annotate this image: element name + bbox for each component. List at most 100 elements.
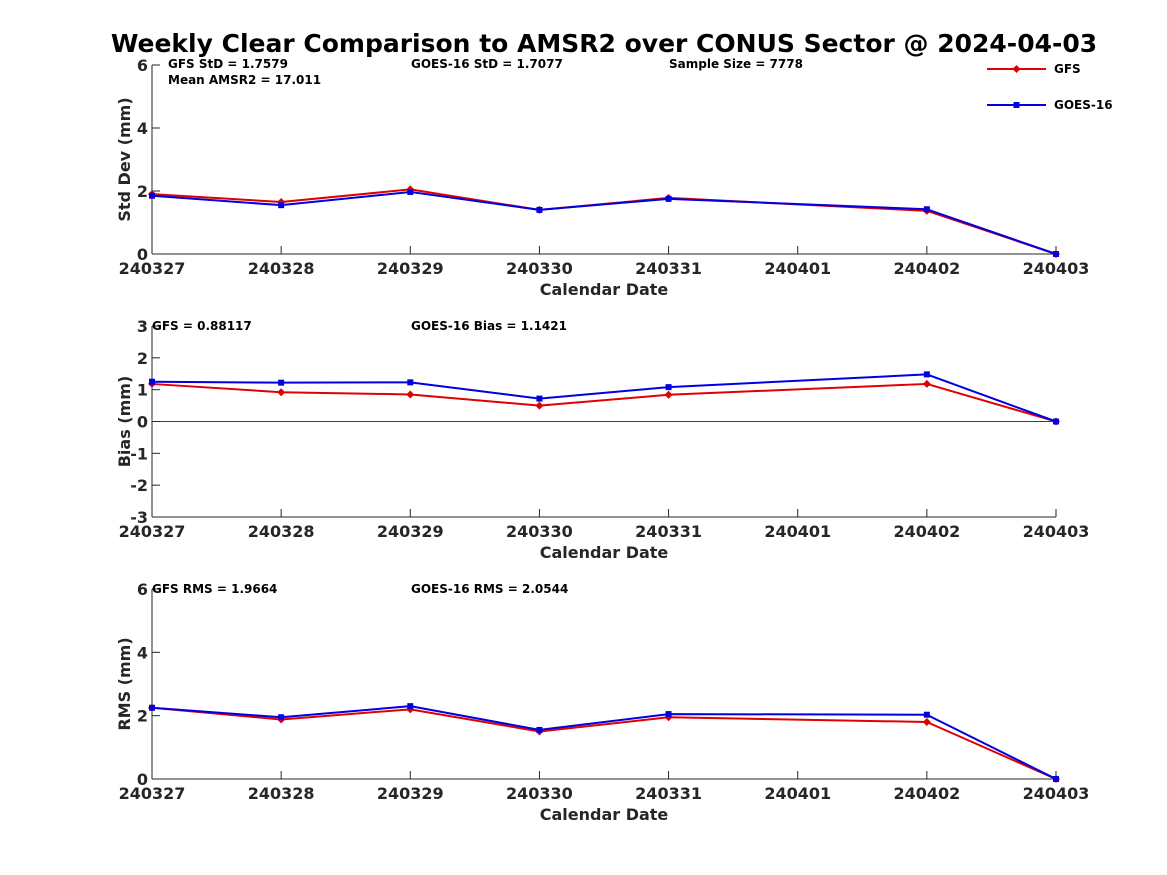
chart-title: Weekly Clear Comparison to AMSR2 over CO…: [111, 29, 1097, 58]
stat-annotation: GOES-16 StD = 1.7077: [411, 57, 563, 71]
y-tick-label: 0: [137, 245, 148, 264]
stat-annotation: Sample Size = 7778: [669, 57, 803, 71]
x-tick-label: 240401: [764, 522, 831, 541]
y-tick-label: 2: [137, 182, 148, 201]
x-tick-label: 240329: [377, 522, 444, 541]
y-axis-label: RMS (mm): [115, 637, 134, 730]
data-point: [535, 401, 544, 410]
panel-3: 240327 240328 240329 240330 240331 240401 2404…: [115, 580, 1089, 824]
legend-goes16-label: GOES-16: [1054, 98, 1113, 112]
x-tick-label: 240403: [1023, 259, 1090, 278]
stat-annotation: Mean AMSR2 = 17.011: [168, 73, 321, 87]
series-line: [151, 706, 1057, 780]
x-tick-label: 240402: [893, 259, 960, 278]
legend-gfs-marker: [1012, 65, 1021, 73]
x-tick-label: 240401: [764, 784, 831, 803]
y-tick-label: 3: [137, 317, 148, 336]
series-line: [151, 382, 1057, 423]
y-tick-label: 0: [137, 413, 148, 432]
x-tick-label: 240402: [893, 784, 960, 803]
y-tick-label: 4: [137, 119, 148, 138]
data-point: [665, 711, 672, 718]
y-tick-label: -2: [130, 476, 148, 495]
data-point: [1053, 251, 1059, 257]
y-tick-label: -1: [130, 444, 148, 463]
y-tick-label: 4: [137, 643, 148, 662]
stat-annotation: GFS = 0.88117: [152, 319, 252, 333]
series-gfs: [148, 379, 1060, 426]
x-tick-label: 240329: [377, 784, 444, 803]
x-axis-label: Calendar Date: [540, 543, 669, 562]
data-point: [149, 378, 155, 385]
stat-annotation: GFS StD = 1.7579: [168, 57, 288, 71]
x-tick-label: 240330: [506, 784, 573, 803]
panels: 240327 240328 240329 240330 240331 240401 2404…: [115, 56, 1089, 824]
data-point: [278, 202, 285, 209]
data-point: [149, 192, 155, 199]
data-point: [922, 379, 931, 388]
data-point: [406, 390, 415, 399]
data-point: [664, 390, 673, 399]
data-point: [923, 711, 930, 718]
legend: GFS GOES-16: [987, 62, 1113, 112]
series-goes16: [149, 188, 1059, 257]
data-point: [407, 379, 414, 386]
y-axis-label: Bias (mm): [115, 376, 134, 468]
x-tick-label: 240331: [635, 522, 702, 541]
data-point: [665, 195, 672, 202]
x-axis-label: Calendar Date: [540, 280, 669, 299]
y-tick-label: 6: [137, 580, 148, 599]
legend-gfs-label: GFS: [1054, 62, 1081, 76]
data-point: [407, 703, 414, 710]
stat-annotation: GFS RMS = 1.9664: [152, 582, 277, 596]
data-point: [149, 704, 155, 711]
y-tick-label: 2: [137, 349, 148, 368]
data-point: [1053, 418, 1059, 425]
x-tick-label: 240328: [248, 259, 315, 278]
panel-1: 240327 240328 240329 240330 240331 240401 2404…: [115, 56, 1089, 299]
panel-2: 240327 240328 240329 240330 240331 240401 2404…: [115, 317, 1089, 562]
series-line: [151, 373, 1057, 423]
x-tick-label: 240330: [506, 522, 573, 541]
x-axis-label: Calendar Date: [540, 805, 669, 824]
series-goes16: [149, 703, 1059, 782]
series-line: [151, 188, 1057, 255]
x-tick-label: 240328: [248, 784, 315, 803]
x-tick-label: 240327: [119, 784, 186, 803]
y-tick-label: 0: [137, 770, 148, 789]
data-point: [923, 206, 930, 213]
x-tick-label: 240403: [1023, 522, 1090, 541]
y-tick-label: -3: [130, 508, 148, 527]
series-gfs: [148, 185, 1060, 258]
series-goes16: [149, 371, 1059, 425]
x-tick-label: 240401: [764, 259, 831, 278]
stat-annotation: GOES-16 RMS = 2.0544: [411, 582, 568, 596]
x-tick-label: 240330: [506, 259, 573, 278]
data-point: [407, 188, 414, 195]
x-tick-label: 240327: [119, 259, 186, 278]
data-point: [277, 388, 286, 397]
x-tick-label: 240329: [377, 259, 444, 278]
x-tick-label: 240402: [893, 522, 960, 541]
y-tick-label: 2: [137, 707, 148, 726]
series-line: [151, 705, 1057, 780]
data-point: [278, 379, 285, 386]
x-tick-label: 240331: [635, 259, 702, 278]
x-tick-label: 240331: [635, 784, 702, 803]
data-point: [1053, 776, 1059, 782]
data-point: [665, 384, 672, 391]
x-tick-label: 240327: [119, 522, 186, 541]
data-point: [922, 718, 931, 726]
data-point: [536, 395, 543, 402]
data-point: [278, 714, 285, 721]
y-tick-label: 1: [137, 381, 148, 400]
y-tick-label: 6: [137, 56, 148, 75]
y-axis-label: Std Dev (mm): [115, 97, 134, 221]
legend-goes16-marker: [1013, 102, 1020, 108]
data-point: [536, 206, 543, 213]
x-tick-label: 240328: [248, 522, 315, 541]
x-tick-label: 240403: [1023, 784, 1090, 803]
data-point: [536, 726, 543, 733]
stat-annotation: GOES-16 Bias = 1.1421: [411, 319, 567, 333]
